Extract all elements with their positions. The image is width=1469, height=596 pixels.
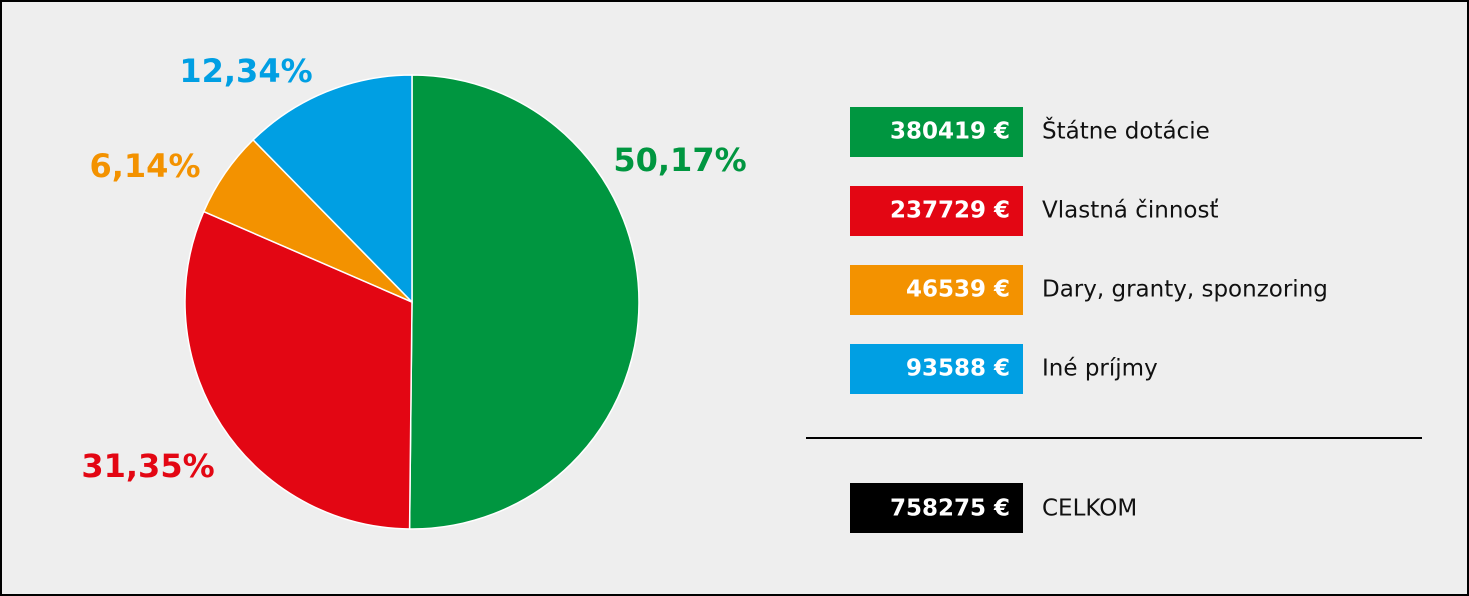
slice-label: 50,17% [613, 141, 746, 179]
pie-slice [252, 74, 413, 304]
total-name: CELKOM [1042, 496, 1137, 522]
legend-box [850, 344, 1023, 394]
legend-box [850, 265, 1023, 315]
legend-amount: 380419 € [890, 119, 1010, 145]
legend-name: Dary, granty, sponzoring [1042, 277, 1328, 303]
total-amount: 758275 € [890, 496, 1010, 522]
total-box [850, 483, 1023, 533]
pie-slice [408, 74, 640, 530]
slice-label: 12,34% [179, 52, 312, 90]
legend-name: Vlastná činnosť [1042, 198, 1218, 224]
legend-amount: 93588 € [906, 356, 1010, 382]
legend-box [850, 107, 1023, 157]
legend-name: Štátne dotácie [1042, 117, 1210, 145]
legend-amount: 46539 € [906, 277, 1010, 303]
slice-label: 6,14% [89, 147, 200, 185]
legend-box [850, 186, 1023, 236]
legend-amount: 237729 € [890, 198, 1010, 224]
pie-slice [184, 210, 413, 530]
legend-name: Iné príjmy [1042, 356, 1158, 382]
slice-label: 31,35% [81, 447, 214, 485]
